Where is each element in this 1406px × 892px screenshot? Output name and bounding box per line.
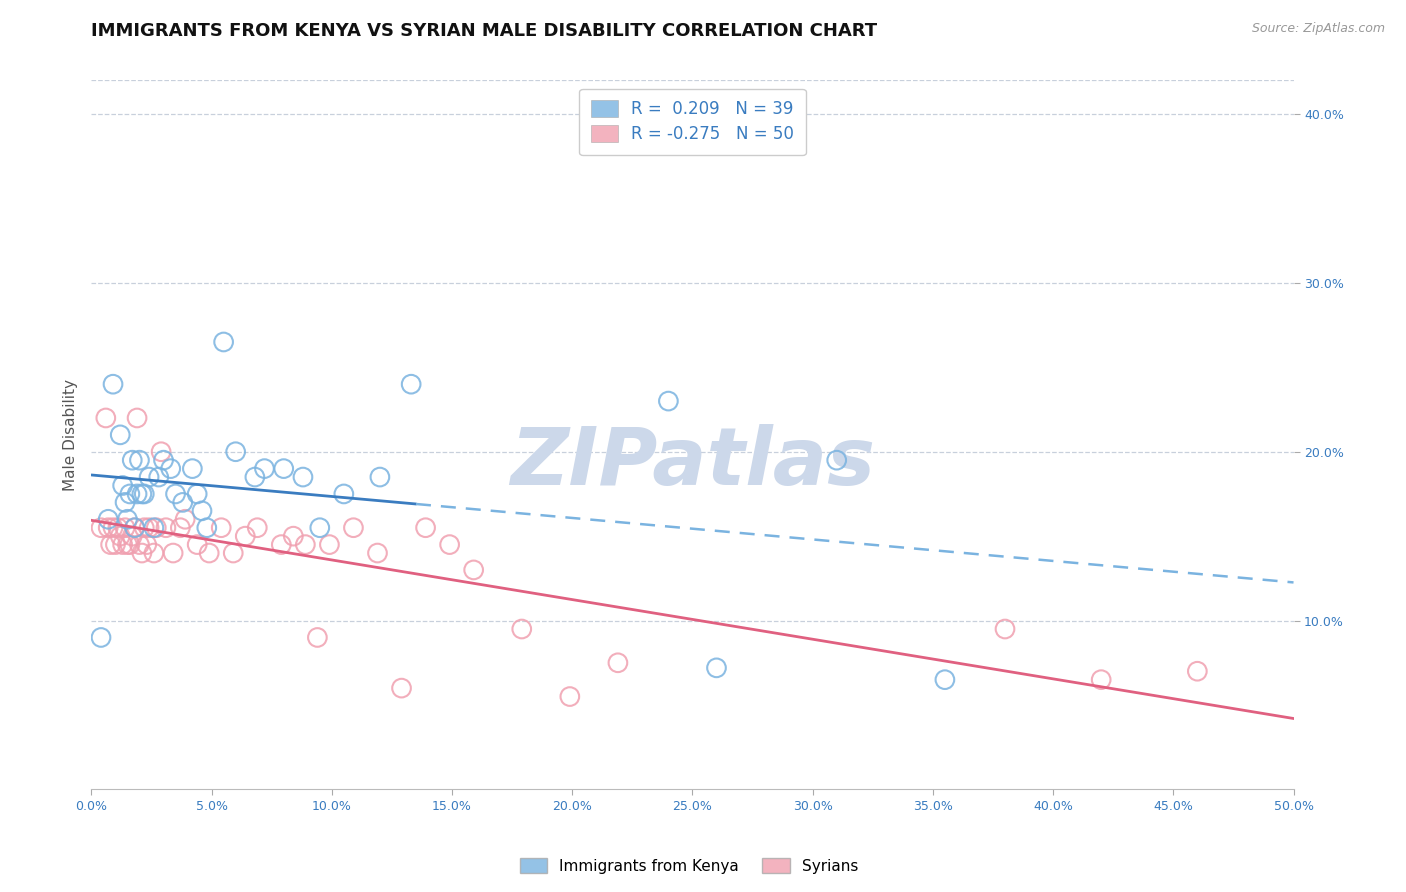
Point: [291, 470, 314, 484]
Point: [110, 529, 132, 543]
Point: [169, 521, 191, 535]
Point: [195, 521, 218, 535]
Point: [273, 461, 295, 475]
Point: [212, 334, 235, 349]
Text: ZIPatlas: ZIPatlas: [510, 425, 875, 502]
Point: [181, 461, 204, 475]
Point: [368, 470, 391, 484]
Point: [307, 631, 329, 645]
Point: [657, 394, 679, 409]
Point: [159, 461, 181, 475]
Point: [131, 487, 153, 501]
Point: [150, 444, 173, 458]
Point: [318, 538, 340, 552]
Point: [463, 563, 485, 577]
Point: [934, 673, 956, 687]
Point: [366, 546, 388, 560]
Legend: R =  0.209   N = 39, R = -0.275   N = 50: R = 0.209 N = 39, R = -0.275 N = 50: [579, 88, 806, 155]
Point: [125, 487, 148, 501]
Point: [333, 487, 356, 501]
Point: [101, 521, 124, 535]
Point: [138, 470, 160, 484]
Point: [155, 521, 177, 535]
Point: [1090, 673, 1112, 687]
Point: [994, 622, 1017, 636]
Point: [145, 521, 167, 535]
Point: [225, 444, 247, 458]
Text: Source: ZipAtlas.com: Source: ZipAtlas.com: [1251, 22, 1385, 36]
Point: [142, 521, 165, 535]
Point: [162, 546, 184, 560]
Point: [294, 538, 316, 552]
Point: [118, 538, 141, 552]
Point: [107, 521, 129, 535]
Point: [399, 377, 422, 392]
Point: [186, 487, 208, 501]
Point: [128, 453, 150, 467]
Point: [283, 529, 305, 543]
Point: [253, 461, 276, 475]
Text: IMMIGRANTS FROM KENYA VS SYRIAN MALE DISABILITY CORRELATION CHART: IMMIGRANTS FROM KENYA VS SYRIAN MALE DIS…: [91, 22, 877, 40]
Point: [706, 661, 728, 675]
Point: [510, 622, 533, 636]
Point: [111, 538, 134, 552]
Point: [233, 529, 256, 543]
Point: [148, 470, 170, 484]
Point: [342, 521, 364, 535]
Y-axis label: Male Disability: Male Disability: [62, 379, 77, 491]
Point: [174, 512, 197, 526]
Point: [243, 470, 266, 484]
Point: [439, 538, 461, 552]
Point: [117, 538, 139, 552]
Point: [121, 453, 143, 467]
Point: [97, 512, 120, 526]
Point: [100, 538, 122, 552]
Point: [606, 656, 628, 670]
Point: [114, 495, 136, 509]
Point: [142, 546, 165, 560]
Point: [104, 538, 127, 552]
Point: [94, 411, 117, 425]
Point: [128, 538, 150, 552]
Point: [825, 453, 848, 467]
Point: [152, 453, 174, 467]
Point: [131, 546, 153, 560]
Point: [558, 690, 581, 704]
Legend: Immigrants from Kenya, Syrians: Immigrants from Kenya, Syrians: [513, 852, 865, 880]
Point: [90, 631, 112, 645]
Point: [198, 546, 221, 560]
Point: [117, 512, 139, 526]
Point: [114, 521, 136, 535]
Point: [135, 538, 157, 552]
Point: [124, 521, 146, 535]
Point: [270, 538, 292, 552]
Point: [391, 681, 413, 695]
Point: [308, 521, 330, 535]
Point: [138, 521, 160, 535]
Point: [191, 504, 214, 518]
Point: [415, 521, 437, 535]
Point: [110, 428, 132, 442]
Point: [125, 411, 148, 425]
Point: [1187, 664, 1209, 679]
Point: [111, 478, 134, 492]
Point: [121, 529, 143, 543]
Point: [124, 521, 146, 535]
Point: [134, 521, 156, 535]
Point: [90, 521, 112, 535]
Point: [172, 495, 194, 509]
Point: [246, 521, 269, 535]
Point: [165, 487, 187, 501]
Point: [97, 521, 120, 535]
Point: [222, 546, 245, 560]
Point: [134, 487, 156, 501]
Point: [186, 538, 208, 552]
Point: [101, 377, 124, 392]
Point: [118, 487, 141, 501]
Point: [209, 521, 232, 535]
